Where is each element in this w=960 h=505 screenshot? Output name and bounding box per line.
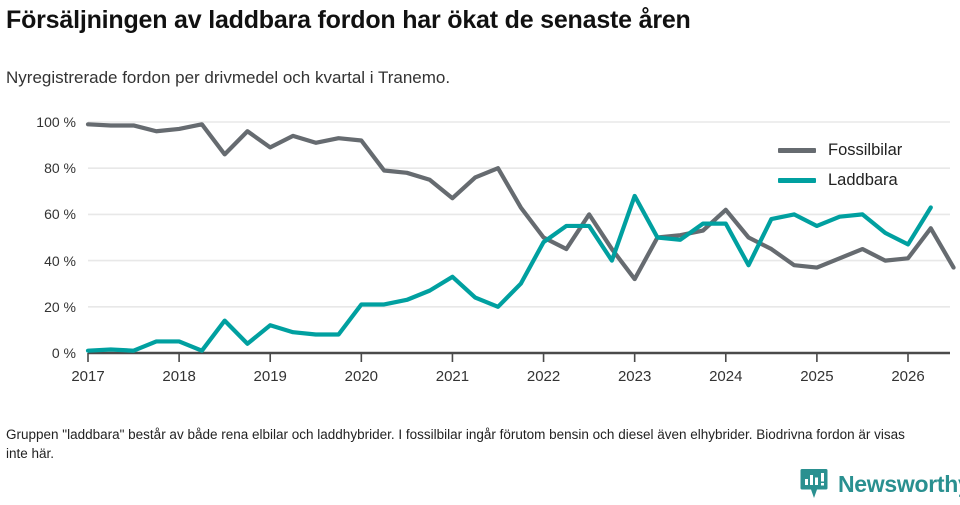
chart-plot-area: 0 % 20 % 40 % 60 % 80 % 100 % 2017 2018 2019 202…	[0, 105, 960, 395]
page-subtitle: Nyregistrerade fordon per drivmedel och …	[6, 68, 451, 87]
page-title: Försäljningen av laddbara fordon har öka…	[6, 6, 691, 34]
x-axis-tick-label: 2017	[71, 368, 105, 385]
line-chart-svg	[85, 121, 956, 362]
logo-text: Newsworthy	[838, 470, 960, 497]
y-axis-tick-label: 80 %	[44, 160, 76, 177]
x-axis-tick-label: 2023	[617, 368, 652, 385]
legend-swatch-fossilbilar	[778, 147, 816, 153]
y-axis-tick-label: 20 %	[44, 298, 76, 315]
x-axis-tick-label: 2018	[162, 368, 196, 385]
x-axis-tick-label: 2021	[435, 368, 470, 385]
legend-swatch-laddbara	[778, 177, 816, 183]
y-axis-tick-label: 60 %	[44, 206, 76, 223]
y-axis-tick-label: 100 %	[36, 114, 76, 130]
legend-item-fossilbilar[interactable]: Fossilbilar	[778, 135, 902, 165]
legend-label-laddbara: Laddbara	[828, 170, 898, 189]
series-line-laddbara[interactable]	[85, 193, 933, 353]
x-axis-tick-label: 2020	[344, 368, 379, 385]
y-axis-tick-label: 40 %	[44, 252, 76, 269]
x-axis-tick-label: 2026	[891, 368, 925, 385]
newsworthy-bar-chart-pin-icon	[800, 469, 828, 498]
series-line-fossilbilar[interactable]	[85, 122, 956, 282]
newsworthy-logo: Newsworthy	[800, 468, 960, 500]
x-axis-tick-label: 2025	[800, 368, 834, 385]
x-axis-tick-label: 2022	[526, 368, 561, 385]
x-axis-tick-label: 2024	[709, 368, 743, 385]
chart-legend: Fossilbilar Laddbara	[778, 135, 902, 195]
legend-label-fossilbilar: Fossilbilar	[828, 140, 903, 159]
y-axis-tick-label: 0 %	[51, 345, 76, 361]
legend-item-laddbara[interactable]: Laddbara	[778, 165, 902, 195]
x-axis-tick-label: 2019	[253, 368, 287, 385]
chart-footnote: Gruppen "laddbara" består av både rena e…	[6, 427, 905, 462]
